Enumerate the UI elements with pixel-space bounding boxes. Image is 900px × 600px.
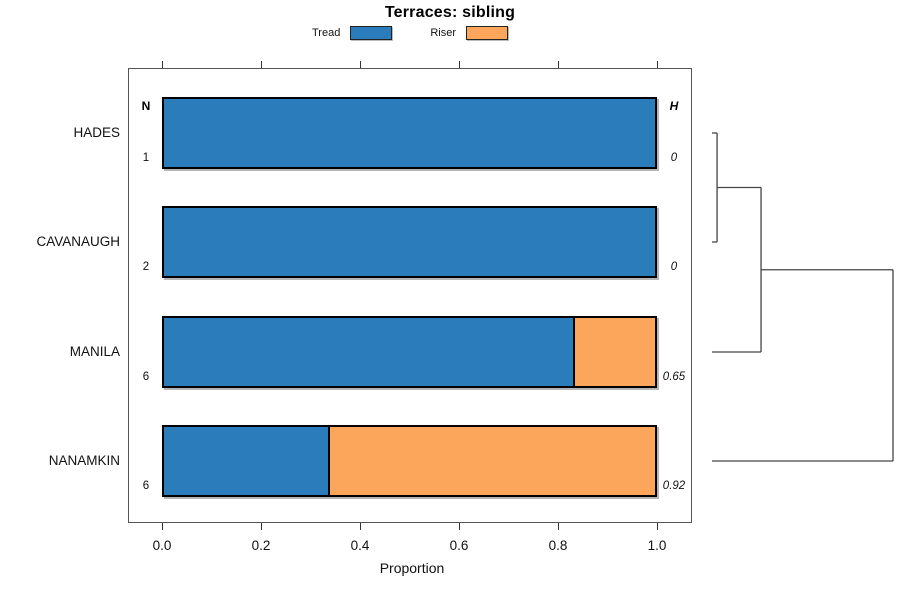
stacked-bar <box>162 206 657 278</box>
n-value: 6 <box>142 371 150 383</box>
legend-swatch-icon <box>350 26 393 40</box>
x-axis-tick-top <box>657 61 658 68</box>
h-column-header: H <box>669 99 679 113</box>
x-axis-tick-label: 0.6 <box>449 538 469 553</box>
category-label: CAVANAUGH <box>36 234 120 249</box>
bar-segment-tread <box>164 427 328 495</box>
bar-segment-tread <box>164 318 573 386</box>
stacked-bar <box>162 97 657 169</box>
legend-item-riser: Riser <box>430 26 508 40</box>
stacked-bar <box>162 316 657 388</box>
h-value: 0 <box>670 152 678 164</box>
category-label: HADES <box>73 125 120 140</box>
x-axis-tick-label: 0.4 <box>350 538 370 553</box>
x-axis-tick-top <box>360 61 361 68</box>
x-axis-tick-bottom <box>459 523 460 530</box>
legend-label: Tread <box>312 27 341 39</box>
x-axis-title: Proportion <box>379 560 445 576</box>
x-axis-tick-bottom <box>261 523 262 530</box>
x-axis-tick-bottom <box>657 523 658 530</box>
h-value: 0.92 <box>662 480 686 492</box>
x-axis-tick-label: 1.0 <box>647 538 667 553</box>
stacked-bar <box>162 425 657 497</box>
n-value: 6 <box>142 480 150 492</box>
n-value: 2 <box>142 261 150 273</box>
h-value: 0 <box>670 261 678 273</box>
x-axis-tick-bottom <box>360 523 361 530</box>
bar-segment-tread <box>164 208 655 276</box>
x-axis-tick-bottom <box>162 523 163 530</box>
h-value: 0.65 <box>662 371 686 383</box>
legend-swatch-icon <box>466 26 508 40</box>
n-column-header: N <box>141 99 151 113</box>
x-axis-tick-label: 0.8 <box>548 538 568 553</box>
legend-label: Riser <box>430 27 456 39</box>
x-axis-tick-label: 0.2 <box>251 538 271 553</box>
x-axis-tick-top <box>261 61 262 68</box>
category-label: NANAMKIN <box>48 453 120 468</box>
x-axis-tick-top <box>459 61 460 68</box>
n-value: 1 <box>142 152 150 164</box>
bar-segment-riser <box>573 318 655 386</box>
category-label: MANILA <box>69 344 120 359</box>
legend-item-tread: Tread <box>312 26 393 40</box>
chart-legend: Tread Riser <box>0 26 820 40</box>
x-axis-tick-bottom <box>558 523 559 530</box>
bar-segment-tread <box>164 99 655 167</box>
x-axis-tick-label: 0.0 <box>152 538 172 553</box>
chart-title: Terraces: sibling <box>384 4 516 21</box>
x-axis-tick-top <box>558 61 559 68</box>
bar-segment-riser <box>327 427 655 495</box>
x-axis-tick-top <box>162 61 163 68</box>
